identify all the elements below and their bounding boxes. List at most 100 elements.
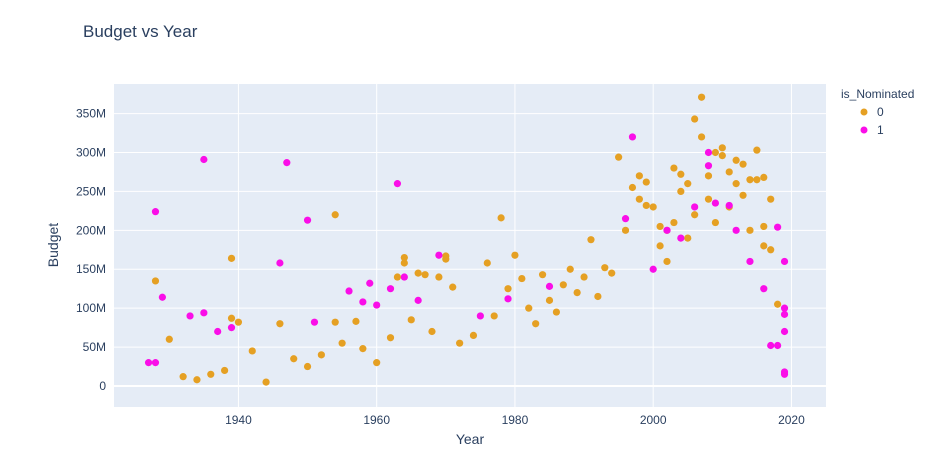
legend-item-1[interactable]: 1 [860, 123, 885, 137]
data-point-series-0 [421, 271, 429, 279]
data-point-series-0 [248, 347, 256, 355]
data-point-series-1 [345, 287, 353, 295]
data-point-series-0 [718, 144, 726, 152]
data-point-series-1 [725, 201, 733, 210]
data-point-series-0 [767, 246, 775, 254]
data-point-series-0 [753, 176, 761, 184]
data-point-series-1 [186, 312, 194, 320]
data-point-series-0 [373, 359, 381, 367]
x-tick-label: 2020 [778, 413, 805, 427]
data-point-series-1 [780, 310, 789, 318]
data-point-series-0 [227, 254, 236, 262]
y-axis-title: Budget [45, 223, 61, 267]
data-point-series-1 [151, 359, 160, 367]
data-point-series-1 [760, 285, 768, 293]
data-point-series-1 [310, 318, 319, 326]
y-tick-label: 250M [76, 184, 106, 198]
data-point-series-1 [691, 203, 699, 211]
data-point-series-0 [739, 191, 747, 199]
data-point-series-1 [276, 259, 284, 267]
data-point-series-0 [670, 164, 678, 172]
data-point-series-0 [352, 317, 360, 325]
data-point-series-0 [262, 378, 270, 386]
x-tick-label: 2000 [640, 413, 667, 427]
data-point-series-0 [704, 195, 713, 203]
data-point-series-0 [545, 296, 554, 304]
legend-title: is_Nominated [841, 87, 914, 101]
data-point-series-1 [283, 159, 291, 167]
data-point-series-0 [559, 281, 567, 289]
data-point-series-0 [386, 334, 395, 342]
data-point-series-0 [711, 148, 719, 157]
data-point-series-0 [331, 211, 339, 219]
chart-title: Budget vs Year [83, 22, 198, 41]
data-point-series-0 [566, 265, 574, 273]
tick-labels: 1940 1960 1980 2000 2020 0 50M 100M 150M 200M 250M… [76, 107, 805, 427]
data-point-series-1 [158, 293, 166, 301]
data-point-series-0 [456, 339, 464, 347]
legend-label-0: 0 [877, 105, 884, 119]
data-point-series-0 [732, 180, 740, 188]
y-tick-label: 350M [76, 107, 106, 121]
data-point-series-0 [227, 314, 236, 322]
data-point-series-1 [732, 226, 740, 234]
data-point-series-0 [234, 318, 243, 326]
legend-label-1: 1 [877, 123, 884, 137]
data-point-series-1 [649, 265, 657, 273]
plot-background [114, 84, 826, 407]
data-point-series-1 [504, 295, 512, 303]
y-tick-label: 100M [76, 301, 106, 315]
data-point-series-0 [628, 183, 637, 192]
y-tick-label: 50M [83, 340, 106, 354]
data-point-series-0 [746, 226, 754, 234]
y-tick-label: 200M [76, 223, 106, 237]
data-point-series-1 [414, 296, 422, 304]
data-point-series-0 [449, 283, 457, 291]
data-point-series-0 [684, 180, 692, 188]
legend-marker-0 [860, 108, 868, 116]
data-point-series-0 [691, 211, 699, 219]
data-point-series-1 [704, 148, 713, 157]
data-point-series-0 [594, 292, 602, 301]
data-point-series-1 [200, 309, 208, 317]
data-point-series-0 [414, 269, 422, 277]
data-point-series-1 [303, 216, 312, 224]
data-point-series-0 [656, 222, 664, 231]
data-point-series-0 [697, 133, 706, 141]
legend-item-0[interactable]: 0 [860, 105, 885, 119]
data-point-series-1 [780, 304, 789, 312]
data-point-series-1 [621, 215, 630, 223]
data-point-series-1 [711, 199, 719, 207]
data-point-series-0 [511, 251, 519, 259]
data-point-series-0 [656, 242, 664, 250]
data-point-series-0 [677, 170, 685, 178]
data-point-series-0 [538, 271, 547, 279]
data-point-series-1 [366, 279, 374, 287]
legend: is_Nominated 0 1 [841, 87, 914, 137]
x-tick-label: 1980 [502, 413, 529, 427]
data-point-series-0 [760, 173, 768, 181]
data-point-series-1 [359, 298, 367, 306]
data-point-series-1 [774, 341, 782, 350]
data-point-series-1 [663, 226, 671, 234]
data-point-series-0 [193, 376, 201, 384]
data-point-series-1 [144, 359, 153, 367]
data-point-series-0 [165, 335, 173, 343]
data-point-series-0 [725, 168, 733, 176]
data-point-series-0 [207, 370, 215, 378]
data-point-series-0 [601, 264, 609, 272]
data-point-series-0 [179, 373, 187, 381]
data-point-series-0 [760, 242, 768, 250]
data-point-series-1 [200, 155, 208, 164]
data-point-series-0 [151, 277, 160, 285]
data-point-series-0 [760, 222, 768, 231]
data-point-series-0 [691, 115, 699, 123]
y-tick-label: 300M [76, 145, 106, 159]
data-point-series-0 [497, 214, 505, 222]
data-point-series-0 [587, 236, 595, 244]
data-point-series-0 [642, 178, 650, 186]
y-tick-label: 0 [99, 379, 106, 393]
data-point-series-0 [518, 274, 526, 283]
data-point-series-0 [649, 203, 657, 211]
